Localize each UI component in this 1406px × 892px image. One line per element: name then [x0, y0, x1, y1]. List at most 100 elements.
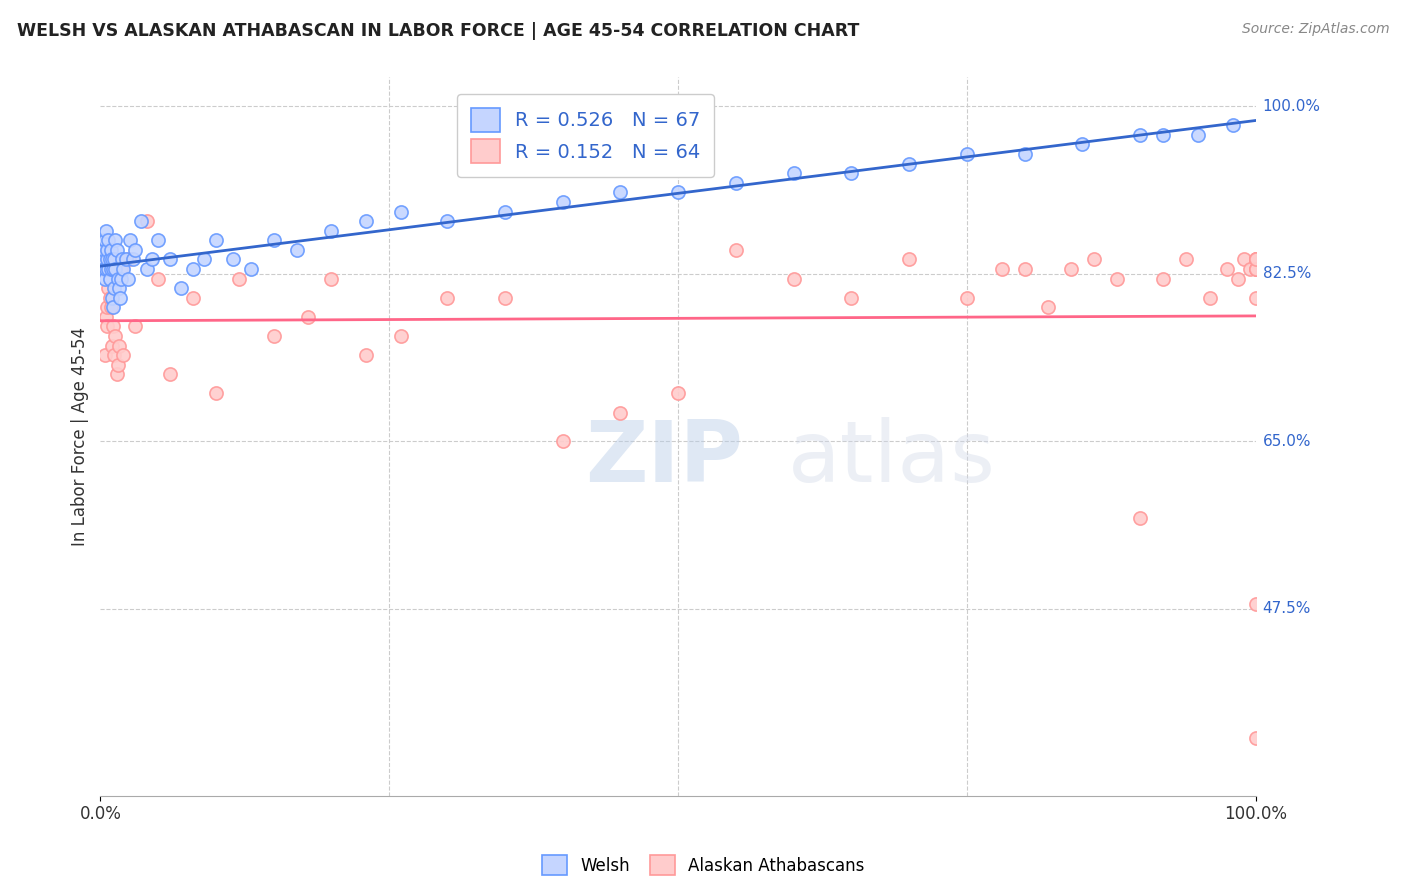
- Point: [104, 329, 127, 343]
- Point: [146, 233, 169, 247]
- Point: [956, 147, 979, 161]
- Point: [1014, 262, 1036, 277]
- Point: [1233, 252, 1256, 267]
- Point: [1239, 262, 1261, 277]
- Point: [94, 271, 117, 285]
- Legend: R = 0.526   N = 67, R = 0.152   N = 64: R = 0.526 N = 67, R = 0.152 N = 64: [457, 95, 714, 177]
- Point: [101, 338, 124, 352]
- Point: [100, 262, 122, 277]
- Point: [98, 291, 121, 305]
- Point: [551, 194, 574, 209]
- Point: [1227, 271, 1250, 285]
- Point: [103, 281, 125, 295]
- Point: [724, 243, 747, 257]
- Point: [1129, 128, 1152, 142]
- Point: [436, 214, 458, 228]
- Point: [117, 271, 139, 285]
- Point: [181, 291, 204, 305]
- Point: [1152, 128, 1174, 142]
- Point: [159, 252, 181, 267]
- Point: [1222, 119, 1244, 133]
- Point: [107, 271, 129, 285]
- Point: [93, 243, 115, 257]
- Point: [141, 252, 163, 267]
- Point: [93, 262, 115, 277]
- Point: [1216, 262, 1239, 277]
- Point: [666, 386, 689, 401]
- Point: [108, 338, 131, 352]
- Point: [1244, 597, 1267, 611]
- Point: [1244, 731, 1267, 746]
- Point: [1187, 128, 1209, 142]
- Point: [104, 233, 127, 247]
- Point: [103, 348, 125, 362]
- Point: [135, 214, 157, 228]
- Point: [101, 262, 124, 277]
- Point: [93, 262, 115, 277]
- Point: [389, 329, 412, 343]
- Point: [354, 348, 377, 362]
- Point: [494, 291, 516, 305]
- Text: 100.0%: 100.0%: [1263, 99, 1320, 113]
- Point: [111, 252, 134, 267]
- Point: [105, 368, 128, 382]
- Point: [129, 214, 152, 228]
- Point: [105, 243, 128, 257]
- Point: [841, 291, 863, 305]
- Point: [1244, 252, 1267, 267]
- Point: [1152, 271, 1174, 285]
- Text: 65.0%: 65.0%: [1263, 434, 1312, 449]
- Point: [120, 233, 142, 247]
- Point: [100, 243, 122, 257]
- Text: 82.5%: 82.5%: [1263, 267, 1310, 281]
- Point: [91, 252, 114, 267]
- Point: [101, 319, 124, 334]
- Point: [97, 262, 120, 277]
- Point: [551, 434, 574, 449]
- Point: [1107, 271, 1129, 285]
- Legend: Welsh, Alaskan Athabascans: Welsh, Alaskan Athabascans: [536, 848, 870, 882]
- Point: [389, 204, 412, 219]
- Point: [1129, 511, 1152, 525]
- Point: [956, 291, 979, 305]
- Point: [609, 186, 631, 200]
- Point: [101, 291, 124, 305]
- Point: [97, 281, 120, 295]
- Point: [98, 252, 121, 267]
- Point: [112, 348, 135, 362]
- Point: [1244, 252, 1267, 267]
- Point: [285, 243, 308, 257]
- Point: [321, 224, 343, 238]
- Point: [782, 271, 804, 285]
- Point: [724, 176, 747, 190]
- Point: [666, 186, 689, 200]
- Point: [108, 291, 131, 305]
- Point: [354, 214, 377, 228]
- Text: ZIP: ZIP: [586, 417, 744, 500]
- Point: [263, 329, 285, 343]
- Point: [94, 233, 117, 247]
- Point: [170, 281, 193, 295]
- Point: [297, 310, 319, 324]
- Point: [97, 233, 120, 247]
- Point: [609, 406, 631, 420]
- Point: [205, 386, 228, 401]
- Point: [146, 271, 169, 285]
- Point: [101, 252, 124, 267]
- Point: [1244, 262, 1267, 277]
- Point: [104, 262, 127, 277]
- Point: [96, 301, 118, 315]
- Point: [1175, 252, 1198, 267]
- Point: [898, 252, 921, 267]
- Point: [121, 252, 143, 267]
- Point: [98, 271, 121, 285]
- Point: [1244, 262, 1267, 277]
- Point: [1036, 301, 1059, 315]
- Point: [135, 262, 157, 277]
- Point: [1198, 291, 1220, 305]
- Point: [1244, 252, 1267, 267]
- Point: [181, 262, 204, 277]
- Point: [114, 252, 136, 267]
- Point: [263, 233, 285, 247]
- Point: [94, 224, 117, 238]
